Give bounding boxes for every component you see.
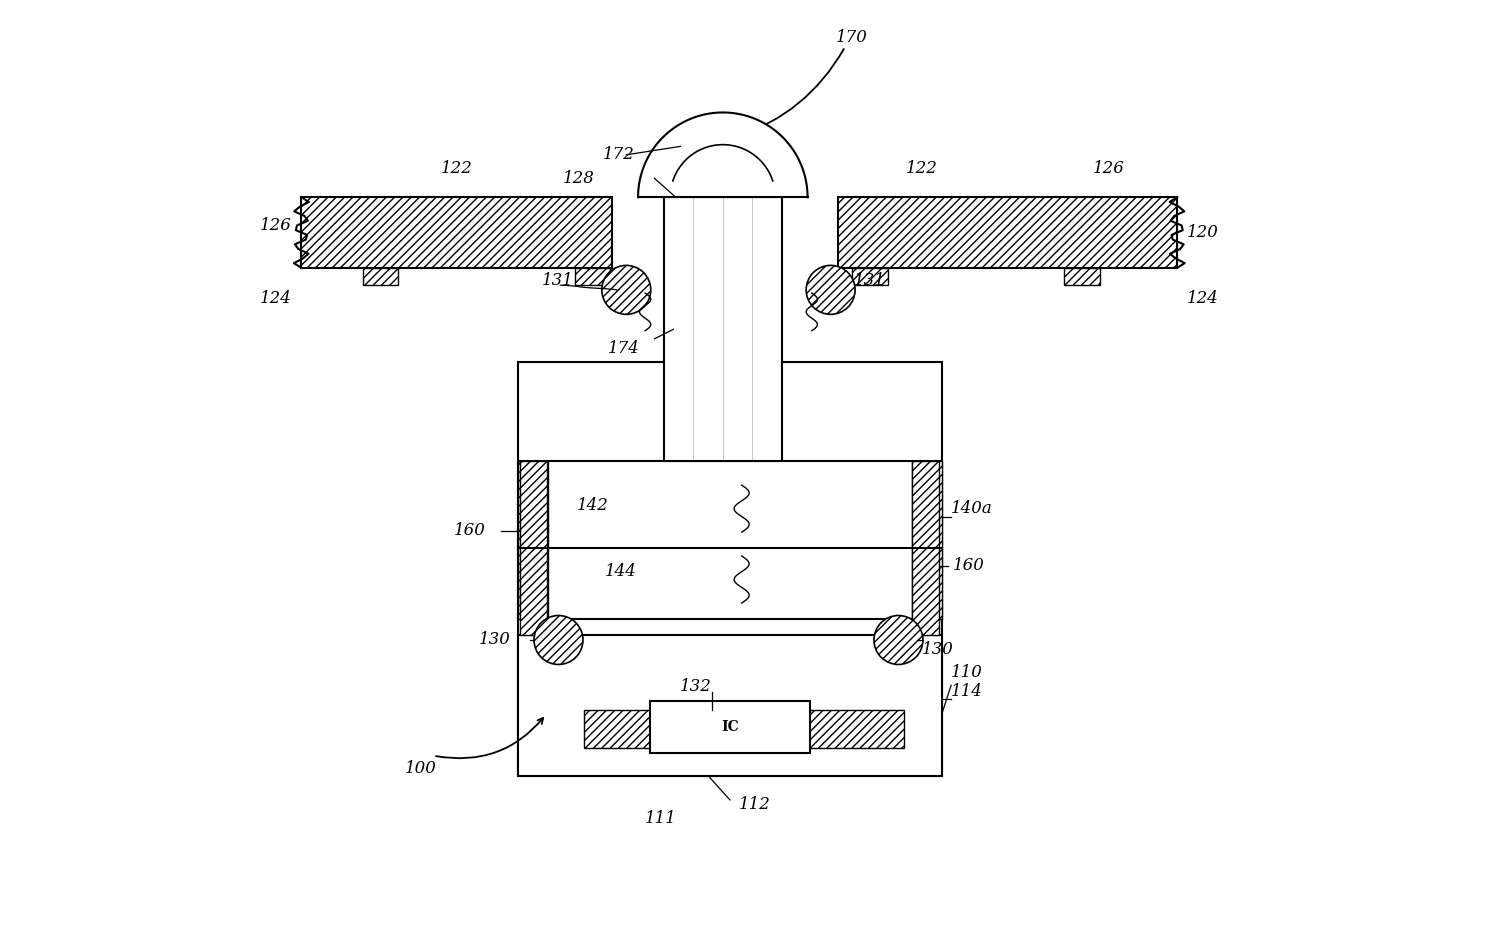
Text: 100: 100 <box>405 760 437 776</box>
Text: 174: 174 <box>607 340 640 356</box>
Circle shape <box>601 265 650 314</box>
Text: 130: 130 <box>923 641 954 658</box>
Bar <box>302 198 612 268</box>
Bar <box>853 268 888 285</box>
Text: 142: 142 <box>576 497 609 514</box>
Bar <box>574 268 610 285</box>
Circle shape <box>534 616 583 664</box>
Text: 126: 126 <box>1092 161 1125 178</box>
Text: 124: 124 <box>1186 291 1219 308</box>
Text: 170: 170 <box>836 28 868 46</box>
Bar <box>664 198 781 462</box>
Text: 122: 122 <box>442 161 473 178</box>
Bar <box>583 711 905 748</box>
Bar <box>518 362 942 776</box>
Circle shape <box>873 616 923 664</box>
Text: 128: 128 <box>564 170 595 187</box>
Text: 120: 120 <box>1186 224 1219 241</box>
Bar <box>518 636 942 776</box>
Text: 140a: 140a <box>951 500 992 517</box>
Bar <box>912 462 939 636</box>
Text: 126: 126 <box>260 217 292 234</box>
Bar <box>838 198 1177 268</box>
Bar <box>363 268 399 285</box>
Bar <box>519 462 546 636</box>
Text: 122: 122 <box>906 161 937 178</box>
Bar <box>518 462 548 618</box>
Text: 160: 160 <box>454 522 485 540</box>
Text: 130: 130 <box>479 632 510 649</box>
Text: 112: 112 <box>740 796 771 813</box>
Text: 144: 144 <box>604 563 637 580</box>
Text: 131: 131 <box>854 272 885 289</box>
Text: 111: 111 <box>646 810 677 827</box>
Text: 114: 114 <box>951 683 984 700</box>
Text: 172: 172 <box>603 146 634 163</box>
Text: 110: 110 <box>951 664 984 681</box>
Text: IC: IC <box>722 720 738 734</box>
Polygon shape <box>638 112 808 198</box>
Bar <box>650 701 809 752</box>
Bar <box>912 462 942 618</box>
Bar <box>518 462 942 618</box>
Text: 160: 160 <box>952 557 985 574</box>
Bar <box>1064 268 1100 285</box>
Circle shape <box>806 265 856 314</box>
Text: 131: 131 <box>542 272 573 289</box>
Text: 124: 124 <box>260 291 292 308</box>
Text: 132: 132 <box>680 678 711 695</box>
